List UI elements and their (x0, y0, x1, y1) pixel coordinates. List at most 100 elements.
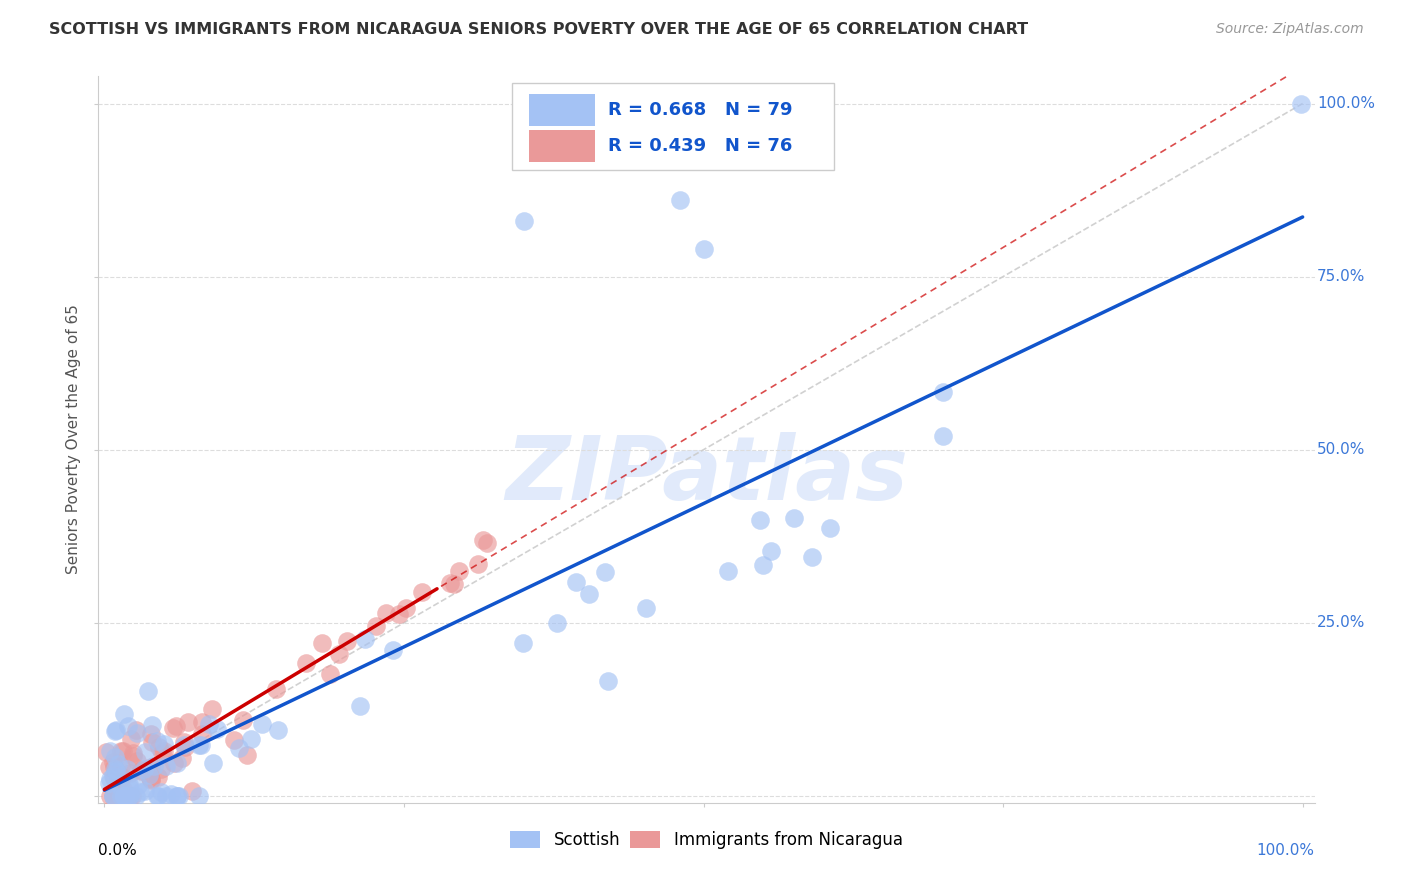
Point (104, 762, 127, 776)
Point (118, 789, 141, 803)
Point (103, 750, 125, 764)
Point (112, 707, 135, 722)
Point (107, 789, 129, 803)
Point (595, 565, 617, 579)
Point (129, 764, 152, 778)
Point (165, 719, 187, 733)
Point (139, 773, 162, 788)
Text: 0.0%: 0.0% (98, 843, 138, 858)
Point (120, 732, 142, 747)
Point (328, 647, 350, 661)
Point (546, 615, 568, 630)
Point (318, 667, 340, 681)
FancyBboxPatch shape (529, 94, 595, 126)
Point (107, 766, 129, 780)
Point (366, 618, 388, 632)
Point (129, 763, 152, 777)
Point (100, 772, 122, 786)
Point (122, 749, 145, 764)
Point (98, 789, 121, 803)
Point (97, 775, 120, 789)
Point (103, 760, 125, 774)
Point (159, 787, 181, 801)
Point (138, 768, 160, 782)
Point (578, 587, 600, 601)
Point (820, 521, 842, 535)
Point (103, 789, 125, 803)
FancyBboxPatch shape (529, 130, 595, 162)
Text: R = 0.439   N = 76: R = 0.439 N = 76 (607, 137, 793, 155)
Point (146, 734, 169, 748)
Point (201, 756, 224, 770)
Point (114, 789, 136, 803)
Point (1291, 96, 1313, 111)
Point (150, 785, 173, 799)
Point (354, 632, 377, 646)
Point (411, 585, 433, 599)
Text: Source: ZipAtlas.com: Source: ZipAtlas.com (1216, 22, 1364, 37)
Point (104, 787, 127, 801)
Point (112, 789, 135, 803)
Point (103, 772, 125, 786)
Point (104, 724, 127, 739)
Point (311, 636, 333, 650)
Point (207, 722, 229, 736)
Point (191, 727, 214, 741)
Point (117, 780, 139, 794)
Point (173, 740, 195, 755)
Text: 50.0%: 50.0% (1317, 442, 1365, 458)
Point (134, 746, 156, 760)
Point (381, 643, 404, 657)
Point (152, 744, 174, 758)
Point (149, 762, 172, 776)
Point (375, 606, 398, 620)
Point (167, 789, 190, 803)
Text: 75.0%: 75.0% (1317, 269, 1365, 285)
Point (188, 789, 211, 803)
Text: 100.0%: 100.0% (1257, 843, 1315, 858)
Point (395, 601, 418, 615)
Point (475, 536, 498, 550)
Point (152, 746, 174, 760)
Point (132, 762, 155, 776)
Point (228, 740, 250, 755)
Point (471, 533, 494, 548)
Point (128, 785, 150, 799)
Point (120, 789, 142, 803)
Point (118, 789, 141, 803)
Point (125, 723, 148, 738)
Point (388, 607, 411, 622)
Point (118, 777, 141, 791)
Point (107, 789, 129, 803)
Point (112, 789, 135, 803)
Point (162, 721, 184, 735)
Point (166, 756, 188, 770)
Point (110, 759, 132, 773)
Point (103, 789, 125, 803)
Point (98, 744, 121, 758)
Point (598, 674, 620, 689)
Point (668, 194, 690, 208)
Point (250, 717, 273, 731)
Point (717, 564, 740, 578)
Point (264, 681, 287, 696)
Point (118, 766, 141, 780)
Y-axis label: Seniors Poverty Over the Age of 65: Seniors Poverty Over the Age of 65 (66, 304, 82, 574)
Text: 25.0%: 25.0% (1317, 615, 1365, 631)
Point (112, 789, 135, 803)
Point (104, 723, 127, 738)
Point (201, 702, 224, 716)
Point (467, 557, 489, 571)
Point (136, 683, 159, 698)
Point (115, 762, 138, 776)
Point (439, 576, 461, 591)
Point (114, 789, 136, 803)
Point (349, 698, 371, 713)
Point (449, 564, 471, 578)
Point (146, 789, 169, 803)
Point (127, 755, 149, 769)
Point (173, 738, 195, 752)
Point (103, 769, 125, 783)
Point (752, 558, 775, 572)
Point (125, 726, 148, 740)
